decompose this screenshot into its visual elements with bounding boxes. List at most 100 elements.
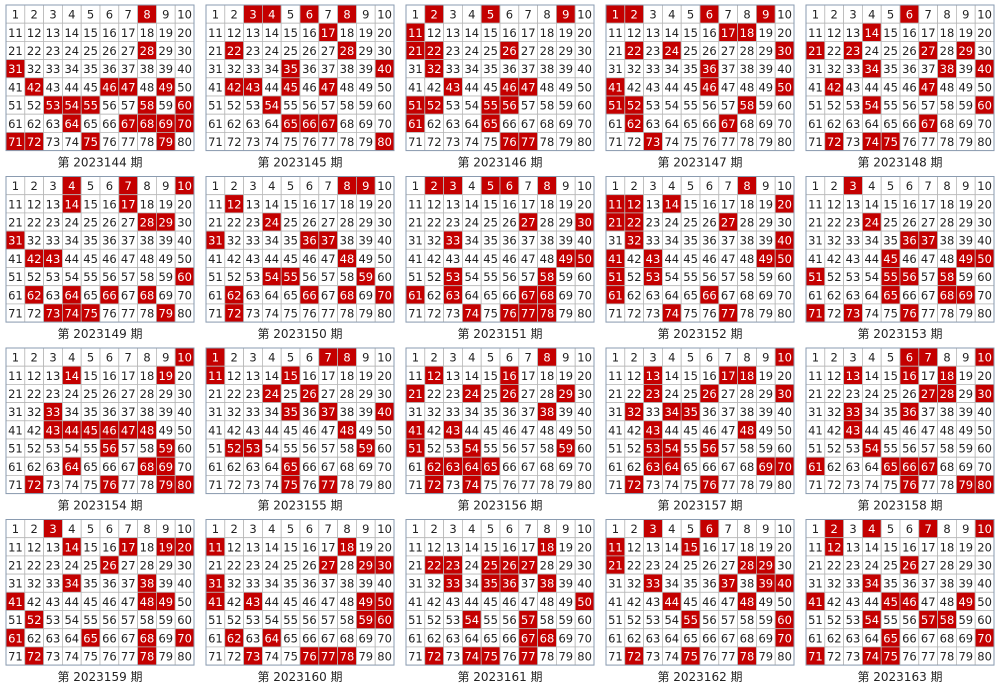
cell-number: 57 bbox=[721, 613, 736, 627]
cell-number: 42 bbox=[427, 80, 442, 94]
cell-number: 67 bbox=[321, 631, 336, 645]
cell-number: 77 bbox=[121, 478, 136, 492]
cell-number: 66 bbox=[902, 288, 917, 302]
cell-number: 13 bbox=[846, 540, 861, 554]
cell-number: 76 bbox=[702, 307, 717, 321]
cell-number: 30 bbox=[177, 559, 192, 573]
cell-number: 59 bbox=[758, 613, 773, 627]
cell-number: 33 bbox=[446, 234, 461, 248]
cell-number: 4 bbox=[868, 522, 875, 536]
cell-number: 4 bbox=[668, 8, 675, 22]
cell-number: 64 bbox=[864, 117, 879, 131]
cell-number: 31 bbox=[808, 234, 823, 248]
cell-number: 46 bbox=[102, 80, 117, 94]
cell-number: 45 bbox=[683, 595, 698, 609]
cell-number: 6 bbox=[706, 351, 713, 365]
cell-number: 77 bbox=[721, 135, 736, 149]
cell-number: 26 bbox=[902, 559, 917, 573]
cell-number: 72 bbox=[227, 650, 242, 664]
cell-number: 7 bbox=[125, 351, 132, 365]
cell-number: 56 bbox=[302, 613, 317, 627]
cell-number: 54 bbox=[464, 442, 479, 456]
cell-number: 15 bbox=[883, 540, 898, 554]
cell-number: 1 bbox=[612, 522, 619, 536]
cell-number: 1 bbox=[612, 351, 619, 365]
cell-number: 41 bbox=[608, 252, 623, 266]
cell-number: 63 bbox=[446, 460, 461, 474]
cell-number: 56 bbox=[502, 270, 517, 284]
cell-number: 17 bbox=[921, 26, 936, 40]
cell-number: 1 bbox=[812, 351, 819, 365]
cell-number: 72 bbox=[627, 135, 642, 149]
cell-number: 50 bbox=[377, 252, 392, 266]
cell-number: 10 bbox=[977, 522, 992, 536]
cell-number: 50 bbox=[177, 595, 192, 609]
cell-number: 5 bbox=[287, 351, 294, 365]
cell-number: 69 bbox=[958, 288, 973, 302]
cell-number: 78 bbox=[340, 650, 355, 664]
panel-label: 第 2023162 期 bbox=[657, 670, 742, 684]
cell-number: 29 bbox=[958, 44, 973, 58]
cell-number: 67 bbox=[721, 460, 736, 474]
cell-number: 38 bbox=[940, 234, 955, 248]
cell-number: 37 bbox=[121, 405, 136, 419]
cell-number: 52 bbox=[227, 270, 242, 284]
cell-number: 45 bbox=[283, 423, 298, 437]
cell-number: 23 bbox=[646, 387, 661, 401]
cell-number: 28 bbox=[540, 559, 555, 573]
cell-number: 25 bbox=[883, 44, 898, 58]
cell-number: 50 bbox=[777, 423, 792, 437]
cell-number: 40 bbox=[577, 405, 592, 419]
cell-number: 56 bbox=[302, 99, 317, 113]
cell-number: 40 bbox=[377, 234, 392, 248]
cell-number: 63 bbox=[246, 117, 261, 131]
cell-number: 29 bbox=[158, 559, 173, 573]
cell-number: 22 bbox=[27, 44, 42, 58]
cell-number: 55 bbox=[483, 270, 498, 284]
cell-number: 58 bbox=[340, 442, 355, 456]
cell-number: 62 bbox=[627, 631, 642, 645]
cell-number: 42 bbox=[227, 595, 242, 609]
cell-number: 34 bbox=[64, 234, 79, 248]
cell-number: 32 bbox=[627, 577, 642, 591]
cell-number: 24 bbox=[464, 387, 479, 401]
cell-number: 44 bbox=[864, 252, 879, 266]
cell-number: 11 bbox=[608, 197, 623, 211]
cell-number: 38 bbox=[940, 577, 955, 591]
cell-number: 59 bbox=[158, 270, 173, 284]
cell-number: 21 bbox=[808, 387, 823, 401]
cell-number: 52 bbox=[27, 270, 42, 284]
cell-number: 11 bbox=[208, 26, 223, 40]
cell-number: 13 bbox=[46, 540, 61, 554]
panel-label: 第 2023158 期 bbox=[857, 499, 942, 513]
cell-number: 17 bbox=[321, 540, 336, 554]
cell-number: 66 bbox=[502, 117, 517, 131]
cell-number: 71 bbox=[408, 650, 423, 664]
cell-number: 28 bbox=[540, 44, 555, 58]
cell-number: 47 bbox=[721, 423, 736, 437]
cell-number: 61 bbox=[8, 288, 23, 302]
cell-number: 59 bbox=[558, 442, 573, 456]
cell-number: 60 bbox=[377, 270, 392, 284]
cell-number: 52 bbox=[627, 613, 642, 627]
cell-number: 1 bbox=[812, 8, 819, 22]
cell-number: 77 bbox=[921, 478, 936, 492]
cell-number: 14 bbox=[264, 197, 279, 211]
cell-number: 20 bbox=[577, 540, 592, 554]
cell-number: 22 bbox=[227, 559, 242, 573]
cell-number: 2 bbox=[231, 522, 238, 536]
cell-number: 42 bbox=[827, 595, 842, 609]
cell-number: 49 bbox=[758, 595, 773, 609]
cell-number: 49 bbox=[758, 252, 773, 266]
cell-number: 61 bbox=[408, 288, 423, 302]
cell-number: 38 bbox=[340, 405, 355, 419]
cell-number: 36 bbox=[902, 234, 917, 248]
cell-number: 70 bbox=[377, 631, 392, 645]
cell-number: 54 bbox=[864, 270, 879, 284]
cell-number: 13 bbox=[646, 26, 661, 40]
cell-number: 15 bbox=[83, 197, 98, 211]
cell-number: 53 bbox=[46, 99, 61, 113]
cell-number: 9 bbox=[762, 351, 769, 365]
